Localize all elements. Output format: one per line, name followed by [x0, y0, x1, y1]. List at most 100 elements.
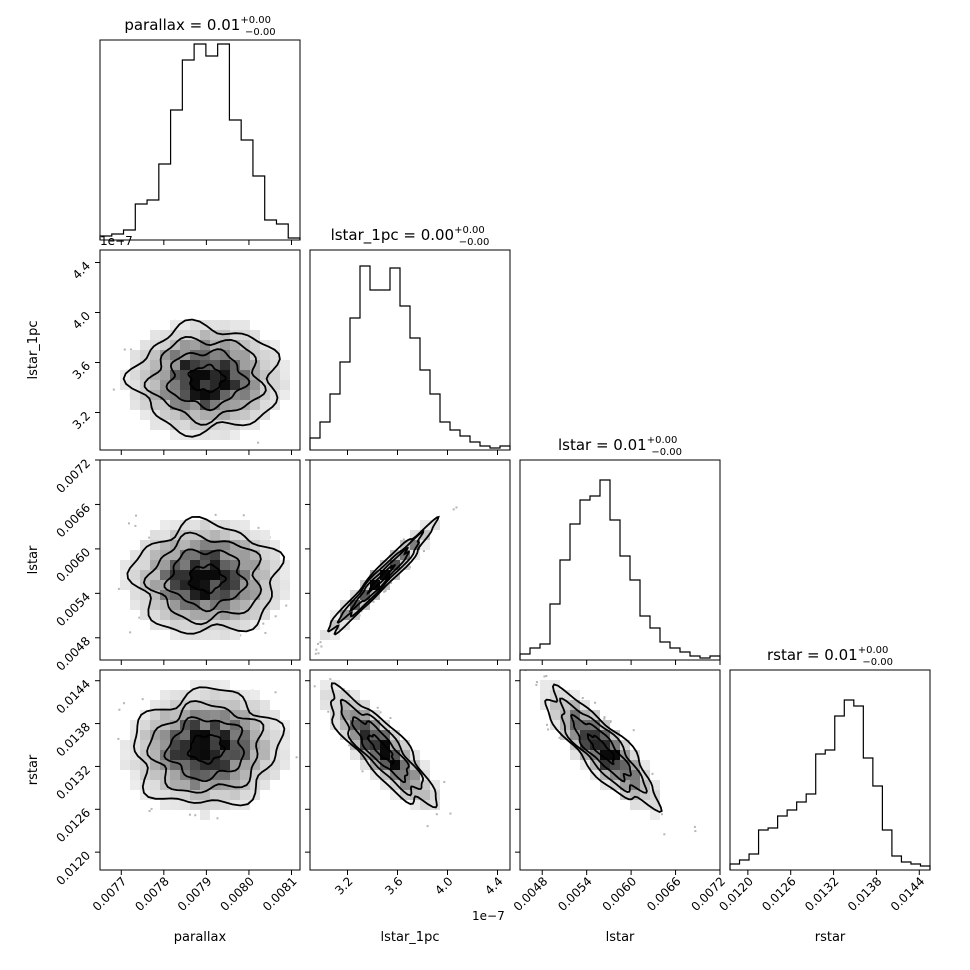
- sample-point: [422, 550, 425, 553]
- density-bin: [230, 340, 240, 350]
- density-bin: [240, 340, 250, 350]
- density-bin: [240, 350, 250, 360]
- density-bin: [620, 740, 630, 750]
- density-bin: [140, 730, 150, 740]
- density-bin: [140, 350, 150, 360]
- density-bin: [190, 410, 200, 420]
- panel-rstar-vs-parallax: [95, 669, 301, 875]
- contour-level: [366, 733, 395, 765]
- density-bin: [210, 680, 220, 690]
- density-bin: [250, 690, 260, 700]
- density-bin: [180, 330, 190, 340]
- density-bin: [200, 570, 210, 580]
- density-bin: [190, 370, 200, 380]
- density-bin: [240, 540, 250, 550]
- density-bin: [400, 750, 410, 760]
- density-bin: [580, 730, 590, 740]
- sample-point: [274, 615, 277, 618]
- sample-point: [379, 711, 382, 714]
- sample-point: [135, 514, 138, 517]
- density-bin: [160, 340, 170, 350]
- density-bin: [200, 800, 210, 810]
- density-bin: [430, 780, 440, 790]
- sample-point: [134, 524, 137, 527]
- x-tick-label-lstar: 0.0066: [644, 874, 684, 914]
- x-tick-label-lstar_1pc: 4.0: [432, 874, 455, 897]
- density-bin: [220, 400, 230, 410]
- density-bin: [170, 570, 180, 580]
- density-bin: [190, 380, 200, 390]
- x-tick-label-parallax: 0.0081: [260, 874, 300, 914]
- density-bin: [200, 780, 210, 790]
- density-bin: [210, 790, 220, 800]
- panel-frame: [519, 459, 721, 661]
- density-bin: [420, 800, 430, 810]
- x-tick-label-parallax: 0.0080: [217, 874, 257, 914]
- density-bin: [150, 400, 160, 410]
- density-rstar-lstar_1pc: [313, 678, 452, 828]
- density-bin: [570, 690, 580, 700]
- density-bin: [410, 750, 420, 760]
- density-bin: [170, 320, 180, 330]
- sample-point: [242, 514, 245, 517]
- density-bin: [260, 350, 270, 360]
- density-bin: [640, 790, 650, 800]
- density-bin: [200, 710, 210, 720]
- x-axis-label-lstar_1pc: lstar_1pc: [381, 930, 440, 945]
- density-bin: [170, 420, 180, 430]
- density-bin: [270, 360, 280, 370]
- density-bin: [280, 590, 290, 600]
- contour-level: [163, 548, 249, 613]
- density-bin: [360, 700, 370, 710]
- panel-frame: [309, 669, 511, 871]
- density-bin: [400, 550, 410, 560]
- density-bin: [200, 390, 210, 400]
- density-bin: [230, 610, 240, 620]
- density-bin: [240, 610, 250, 620]
- density-bin: [180, 710, 190, 720]
- density-bin: [250, 700, 260, 710]
- x-tick-label-lstar: 0.0048: [511, 874, 551, 914]
- density-bin: [140, 740, 150, 750]
- density-bin: [170, 760, 180, 770]
- density-bin: [260, 410, 270, 420]
- density-bin: [180, 400, 190, 410]
- density-bin: [650, 780, 660, 790]
- x-offset-text-lstar_1pc: 1e−7: [472, 909, 505, 923]
- density-bin: [170, 780, 180, 790]
- density-bin: [220, 590, 230, 600]
- sample-point: [547, 728, 550, 731]
- sample-point: [117, 737, 120, 740]
- density-bin: [150, 350, 160, 360]
- density-bin: [630, 750, 640, 760]
- contour-level: [366, 563, 397, 596]
- x-axis-label-lstar: lstar: [606, 930, 635, 945]
- contour-level: [329, 682, 438, 809]
- x-tick-label-rstar: 0.0132: [802, 874, 842, 914]
- panel-frame: [729, 669, 931, 871]
- sample-point: [262, 622, 265, 625]
- density-bin: [230, 560, 240, 570]
- sample-point: [130, 348, 133, 351]
- sample-point: [581, 697, 584, 700]
- sample-point: [348, 744, 351, 747]
- density-bin: [210, 390, 220, 400]
- density-bin: [190, 420, 200, 430]
- density-bin: [210, 560, 220, 570]
- panel-lstar_1pc-vs-parallax: [95, 249, 301, 455]
- x-tick-label-rstar: 0.0144: [888, 874, 928, 914]
- density-bin: [560, 690, 570, 700]
- density-bin: [240, 620, 250, 630]
- sample-point: [148, 536, 151, 539]
- density-bin: [270, 740, 280, 750]
- density-bin: [200, 790, 210, 800]
- density-bin: [220, 750, 230, 760]
- density-bin: [220, 570, 230, 580]
- density-bin: [220, 530, 230, 540]
- density-bin: [200, 340, 210, 350]
- density-bin: [390, 780, 400, 790]
- density-bin: [210, 550, 220, 560]
- density-bin: [190, 740, 200, 750]
- density-bin: [150, 560, 160, 570]
- contour-level: [351, 716, 410, 784]
